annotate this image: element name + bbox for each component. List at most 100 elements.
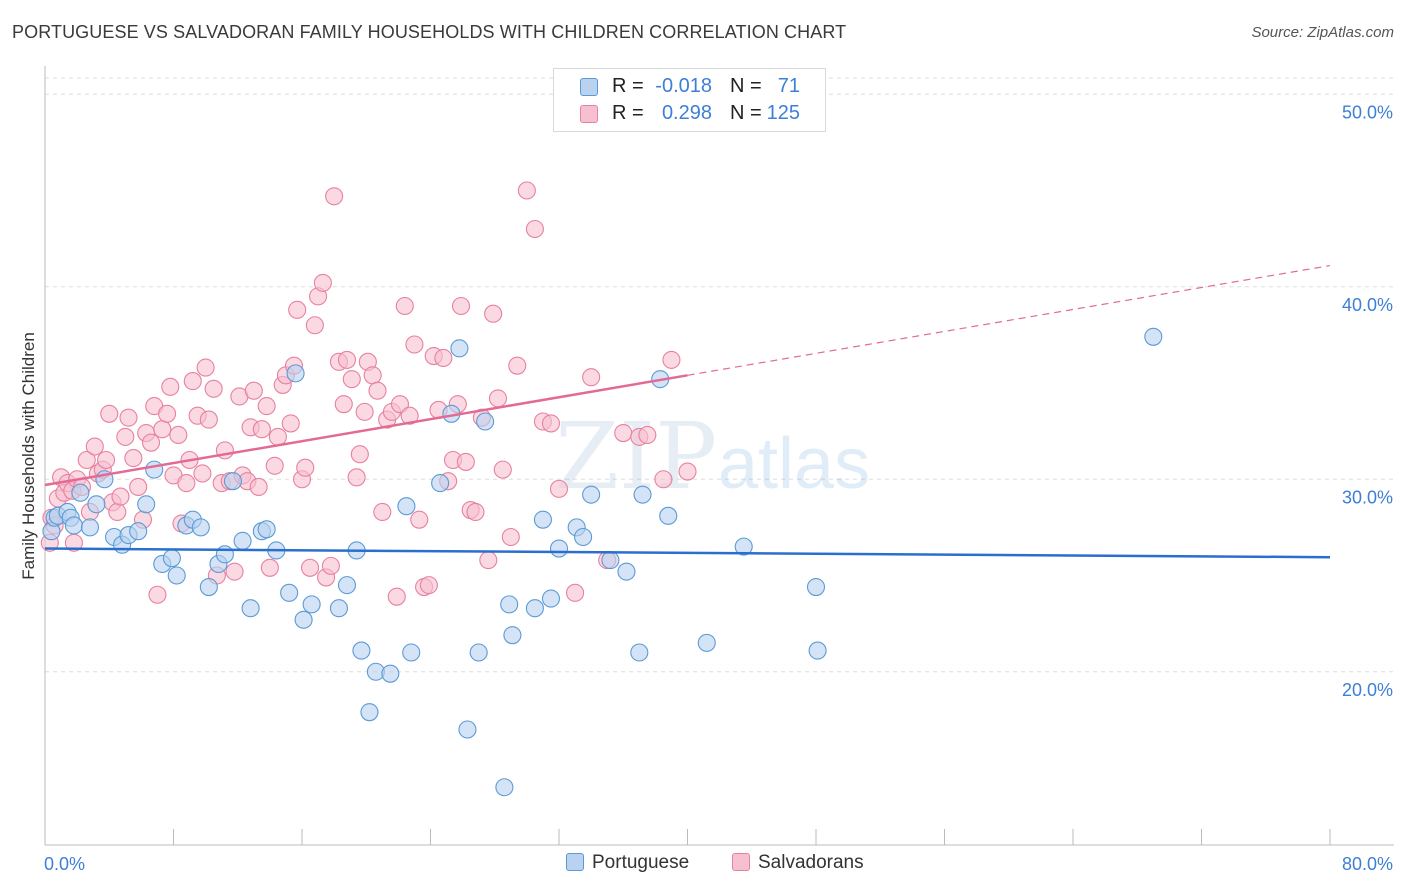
tick-labels: 20.0% 30.0% 40.0% 50.0% 0.0% 80.0% xyxy=(44,102,1393,874)
salvadoran-point xyxy=(300,558,320,577)
portuguese-point xyxy=(806,577,826,597)
salvadoran-point xyxy=(508,356,527,375)
salvadoran-point xyxy=(390,395,410,414)
grid-lines xyxy=(45,77,1394,673)
salvadoran-point xyxy=(466,502,485,522)
portuguese-point xyxy=(500,595,519,614)
salvadoran-point xyxy=(373,502,392,522)
salvadoran-point xyxy=(347,468,366,487)
salvadoran-point xyxy=(244,381,263,400)
salvadoran-point xyxy=(549,479,569,498)
portuguese-point xyxy=(280,583,299,602)
salvadoran-trend-line xyxy=(44,374,688,487)
salvadoran-point xyxy=(252,420,271,439)
portuguese-point xyxy=(503,626,522,645)
salvadoran-point xyxy=(654,470,673,489)
portuguese-point xyxy=(381,664,400,683)
legend-n-label: N = xyxy=(730,75,762,97)
salvadoran-point xyxy=(410,510,429,529)
salvadoran-point xyxy=(265,456,284,475)
legend-r-label: R = xyxy=(612,75,644,97)
bottom-legend-label-salvadorans: Salvadorans xyxy=(758,852,864,873)
salvadoran-trend-line-dashed xyxy=(687,264,1331,376)
legend-swatch-salvadorans xyxy=(580,105,598,123)
salvadoran-point xyxy=(451,296,471,316)
legend-row-portuguese: R = -0.018 N = 71 xyxy=(554,74,825,101)
portuguese-point xyxy=(431,474,450,493)
portuguese-point xyxy=(582,485,601,504)
portuguese-point xyxy=(808,641,827,660)
portuguese-point xyxy=(360,703,379,722)
salvadoran-point xyxy=(116,427,135,446)
portuguese-point xyxy=(167,566,186,585)
salvadoran-point xyxy=(325,187,344,206)
y-tick-label: 50.0% xyxy=(1342,102,1393,122)
portuguese-point xyxy=(199,577,218,597)
portuguese-point xyxy=(617,562,636,581)
portuguese-point xyxy=(145,460,164,479)
portuguese-point xyxy=(286,364,305,383)
portuguese-point xyxy=(137,495,156,514)
salvadoran-point xyxy=(100,404,119,423)
chart-title: PORTUGUESE VS SALVADORAN FAMILY HOUSEHOL… xyxy=(12,22,847,42)
salvadoran-point xyxy=(368,381,387,400)
portuguese-point xyxy=(80,518,100,537)
salvadoran-point xyxy=(281,414,300,433)
legend-row-salvadorans: R = 0.298 N = 125 xyxy=(554,101,825,128)
legend-n-label: N = xyxy=(730,102,762,124)
portuguese-point xyxy=(495,778,514,797)
salvadoran-point xyxy=(501,527,520,547)
bottom-legend-label-portuguese: Portuguese xyxy=(592,852,690,873)
portuguese-point xyxy=(257,520,276,539)
portuguese-point xyxy=(191,518,210,537)
legend-swatch-portuguese xyxy=(580,78,598,96)
watermark-atlas: atlas xyxy=(718,424,870,504)
portuguese-point xyxy=(241,599,260,618)
salvadoran-point xyxy=(313,273,332,292)
y-axis-label: Family Households with Children xyxy=(19,332,38,580)
portuguese-point xyxy=(469,643,488,662)
portuguese-point xyxy=(1144,327,1163,346)
portuguese-point xyxy=(697,633,716,652)
portuguese-point xyxy=(734,537,753,556)
legend-r-value: 0.298 xyxy=(661,102,712,124)
portuguese-point xyxy=(294,610,313,629)
portuguese-point xyxy=(458,720,477,739)
portuguese-point xyxy=(329,599,348,618)
salvadoran-point xyxy=(493,460,512,479)
bottom-legend-swatch-salvadorans xyxy=(732,853,750,871)
salvadoran-point xyxy=(517,181,536,200)
salvadoran-point xyxy=(96,450,116,470)
salvadoran-point xyxy=(153,420,172,439)
salvadoran-point xyxy=(199,410,218,429)
portuguese-point xyxy=(633,485,652,504)
portuguese-point xyxy=(450,339,469,358)
salvadoran-point xyxy=(525,219,544,239)
salvadoran-point xyxy=(434,348,453,368)
salvadoran-point xyxy=(614,423,633,443)
salvadoran-point xyxy=(395,296,414,316)
source-label: Source: ZipAtlas.com xyxy=(1251,24,1394,41)
salvadoran-point xyxy=(169,425,188,445)
axes xyxy=(44,66,1394,846)
salvadoran-point xyxy=(638,425,657,445)
portuguese-point xyxy=(541,589,561,608)
portuguese-point xyxy=(397,497,416,516)
x-tick-label-min: 0.0% xyxy=(44,854,85,874)
legend-n-value: 125 xyxy=(766,102,800,124)
salvadoran-point xyxy=(419,576,438,595)
data-points xyxy=(40,181,1163,797)
salvadoran-point xyxy=(268,427,287,446)
watermark: ZIP atlas xyxy=(555,403,870,510)
portuguese-point xyxy=(549,539,569,558)
salvadoran-point xyxy=(85,437,104,456)
portuguese-point xyxy=(352,641,371,660)
salvadoran-point xyxy=(387,587,406,606)
salvadoran-point xyxy=(204,379,223,398)
salvadoran-point xyxy=(158,404,177,423)
y-tick-label: 40.0% xyxy=(1342,295,1393,315)
salvadoran-point xyxy=(456,452,475,471)
salvadoran-point xyxy=(183,372,202,391)
salvadoran-point xyxy=(405,335,424,354)
